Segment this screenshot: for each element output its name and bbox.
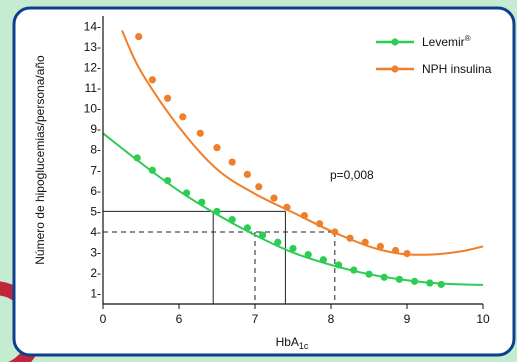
series-1-point-10 xyxy=(283,203,291,211)
series-0-point-3 xyxy=(183,189,191,197)
series-0-point-19 xyxy=(426,279,434,287)
y-tick-label-0: 1- xyxy=(90,287,101,301)
series-1-point-6 xyxy=(228,158,236,166)
series-1-point-9 xyxy=(270,194,278,202)
series-1-point-12 xyxy=(316,220,324,228)
series-1-point-1 xyxy=(148,76,156,84)
x-tick-label-2: 7 xyxy=(252,312,259,326)
series-0-point-8 xyxy=(259,231,267,239)
legend-label-nph: NPH insulina xyxy=(422,62,492,76)
series-1-point-0 xyxy=(135,32,143,41)
data-points xyxy=(133,32,445,289)
series-0-point-10 xyxy=(289,244,297,253)
series-0-point-16 xyxy=(380,273,388,281)
y-tick-label-1: 2- xyxy=(90,266,101,280)
series-1-point-17 xyxy=(392,246,400,255)
legend-label-levemir: Levemir® xyxy=(422,34,471,49)
y-tick-label-8: 9- xyxy=(90,122,101,136)
series-1-point-5 xyxy=(213,144,221,152)
y-tick-label-4: 5- xyxy=(90,204,101,218)
x-axis-title-main: HbA xyxy=(276,335,299,349)
legend-marker-nph xyxy=(391,65,399,73)
y-tick-label-10: 11- xyxy=(85,81,101,95)
y-tick-label-5: 6- xyxy=(90,184,101,198)
series-0-point-15 xyxy=(365,270,373,278)
x-tick-label-3: 8 xyxy=(328,312,335,326)
series-1-point-7 xyxy=(243,170,251,178)
legend-marker-levemir xyxy=(391,38,399,46)
y-tick-labels: 1- 2- 3- 4- 5- 6- 7- 8- 9- 10- 11- 12- 13- 14- xyxy=(84,19,101,300)
y-tick-label-13: 14- xyxy=(84,19,101,33)
series-1-point-15 xyxy=(361,238,369,246)
series-0-point-17 xyxy=(395,275,403,283)
x-axis-title: HbA1c xyxy=(276,335,309,351)
series-1-point-11 xyxy=(300,211,308,220)
series-1-point-3 xyxy=(179,113,187,121)
series-0-point-12 xyxy=(319,256,327,264)
legend-label-levemir-sup: ® xyxy=(465,34,471,43)
series-0-point-20 xyxy=(437,280,445,289)
series-1-point-2 xyxy=(164,94,172,102)
series-1-point-18 xyxy=(403,250,411,258)
series-0-point-5 xyxy=(213,207,221,216)
series-0-point-4 xyxy=(198,198,206,206)
series-1-point-4 xyxy=(196,129,204,137)
chart-panel xyxy=(12,6,516,357)
series-0-point-14 xyxy=(350,266,358,274)
x-tick-label-4: 9 xyxy=(404,312,411,326)
p-value-annotation: p=0,008 xyxy=(330,168,374,182)
y-tick-label-11: 12- xyxy=(84,60,101,74)
x-axis-title-subscript: 1c xyxy=(299,341,309,351)
series-0-point-11 xyxy=(304,251,312,259)
series-0-point-2 xyxy=(164,176,172,185)
series-curve-1 xyxy=(121,29,484,256)
series-1-point-16 xyxy=(376,242,384,250)
series-1-point-8 xyxy=(255,183,263,191)
x-tick-label-5: 10 xyxy=(476,312,490,326)
series-1-point-14 xyxy=(346,234,354,242)
legend: Levemir® NPH insulina xyxy=(376,34,492,76)
series-0-point-0 xyxy=(133,154,141,162)
y-tick-label-6: 7- xyxy=(90,163,101,177)
series-0-point-18 xyxy=(411,277,419,285)
series-0-point-7 xyxy=(243,224,251,232)
y-axis-title: Número de hipoglucemias/persona/año xyxy=(33,55,47,265)
y-tick-label-12: 13- xyxy=(84,40,101,54)
y-tick-label-9: 10- xyxy=(84,102,101,116)
x-tick-labels: 0 6 7 8 9 10 xyxy=(100,304,490,326)
series-0-point-1 xyxy=(148,166,156,174)
y-tick-label-2: 3- xyxy=(90,246,101,260)
series-0-point-9 xyxy=(274,238,282,246)
y-tick-label-3: 4- xyxy=(90,225,101,239)
reference-lines xyxy=(103,210,336,304)
x-tick-label-1: 6 xyxy=(176,312,183,326)
x-tick-label-0: 0 xyxy=(100,312,107,326)
y-tick-label-7: 8- xyxy=(90,143,101,157)
series-1-point-13 xyxy=(331,228,339,236)
series-0-point-13 xyxy=(335,261,343,269)
series-0-point-6 xyxy=(228,216,236,224)
legend-label-levemir-text: Levemir xyxy=(422,35,465,49)
